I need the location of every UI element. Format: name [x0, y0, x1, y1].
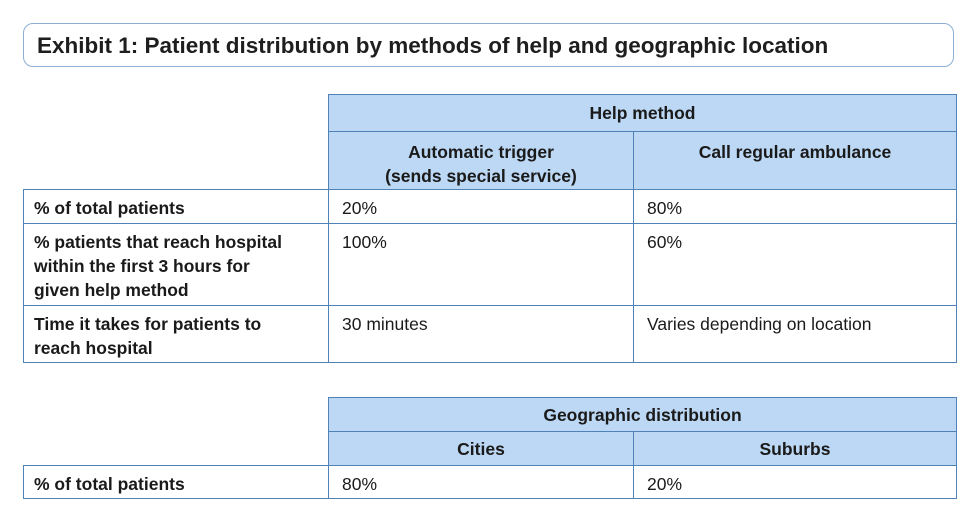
help-method-subheader-row: Automatic trigger (sends special service… — [24, 131, 958, 190]
table-row: % patients that reach hospital within th… — [23, 223, 958, 306]
value-cell: 20% — [328, 189, 634, 224]
empty-corner-cell — [24, 132, 329, 190]
row-label-line: reach hospital — [34, 338, 153, 358]
exhibit-title-box: Exhibit 1: Patient distribution by metho… — [23, 23, 954, 67]
value-cell: 30 minutes — [328, 305, 634, 363]
column-header-call-ambulance: Call regular ambulance — [632, 131, 958, 190]
column-header-line: Call regular ambulance — [698, 142, 892, 162]
column-header-line: Automatic trigger — [408, 142, 554, 162]
geographic-distribution-header: Geographic distribution — [328, 397, 957, 432]
geographic-distribution-table: Geographic distribution Cities Suburbs %… — [23, 397, 957, 499]
table-row: Time it takes for patients to reach hosp… — [23, 305, 958, 363]
empty-corner-cell — [24, 95, 329, 132]
row-label-line: within the first 3 hours for — [34, 256, 250, 276]
help-method-header-label: Help method — [589, 103, 696, 123]
value-cell: 20% — [633, 465, 957, 499]
row-label-line: % of total patients — [34, 198, 185, 218]
geo-header-row: Geographic distribution — [24, 397, 957, 432]
empty-corner-cell — [24, 432, 329, 466]
value-cell: 60% — [632, 223, 958, 306]
row-label-line: % patients that reach hospital — [34, 232, 282, 252]
column-header-suburbs: Suburbs — [633, 431, 957, 466]
row-label-line: Time it takes for patients to — [34, 314, 262, 334]
row-label-total-patients: % of total patients — [23, 189, 329, 224]
geo-subheader-row: Cities Suburbs — [24, 431, 957, 466]
geo-header-label: Geographic distribution — [543, 404, 742, 425]
help-method-header-row: Help method — [24, 94, 958, 132]
value-cell: Varies depending on location — [632, 305, 958, 363]
value-cell: 100% — [328, 223, 634, 306]
row-label-total-patients: % of total patients — [23, 465, 329, 499]
row-label-reach-hospital-3h: % patients that reach hospital within th… — [23, 223, 329, 306]
row-label-time-to-hospital: Time it takes for patients to reach hosp… — [23, 305, 329, 363]
help-method-header: Help method — [327, 94, 958, 132]
exhibit-title: Exhibit 1: Patient distribution by metho… — [37, 33, 829, 58]
help-method-table: Help method Automatic trigger (sends spe… — [23, 94, 958, 363]
table-row: % of total patients 80% 20% — [23, 465, 957, 499]
value-cell: 80% — [328, 465, 634, 499]
row-label-line: given help method — [34, 280, 189, 300]
column-header-cities: Cities — [328, 431, 634, 466]
column-header-automatic-trigger: Automatic trigger (sends special service… — [328, 131, 634, 190]
column-header-line: (sends special service) — [385, 166, 577, 186]
value-cell: 80% — [632, 189, 958, 224]
table-row: % of total patients 20% 80% — [23, 189, 958, 224]
empty-corner-cell — [24, 398, 329, 432]
